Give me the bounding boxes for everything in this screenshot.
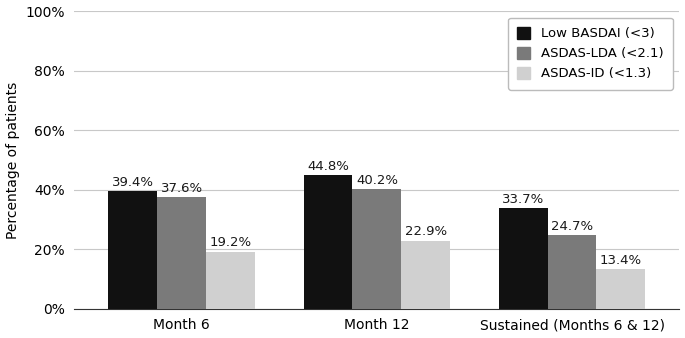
Bar (353, 189, 401, 309)
Bar (158, 197, 206, 309)
Text: 40.2%: 40.2% (356, 174, 398, 187)
Bar (499, 209, 548, 309)
Text: 24.7%: 24.7% (551, 220, 593, 233)
Text: 13.4%: 13.4% (600, 254, 642, 267)
Text: 37.6%: 37.6% (160, 182, 203, 195)
Bar (597, 269, 645, 309)
Bar (548, 235, 597, 309)
Text: 33.7%: 33.7% (502, 193, 545, 206)
Bar (108, 191, 158, 309)
Legend: Low BASDAI (<3), ASDAS-LDA (<2.1), ASDAS-ID (<1.3): Low BASDAI (<3), ASDAS-LDA (<2.1), ASDAS… (508, 18, 673, 90)
Text: 19.2%: 19.2% (210, 237, 251, 249)
Bar (206, 251, 255, 309)
Text: 39.4%: 39.4% (112, 176, 154, 189)
Text: 44.8%: 44.8% (307, 160, 349, 173)
Bar (303, 175, 353, 309)
Y-axis label: Percentage of patients: Percentage of patients (5, 81, 20, 239)
Bar (401, 241, 450, 309)
Text: 22.9%: 22.9% (405, 225, 447, 239)
